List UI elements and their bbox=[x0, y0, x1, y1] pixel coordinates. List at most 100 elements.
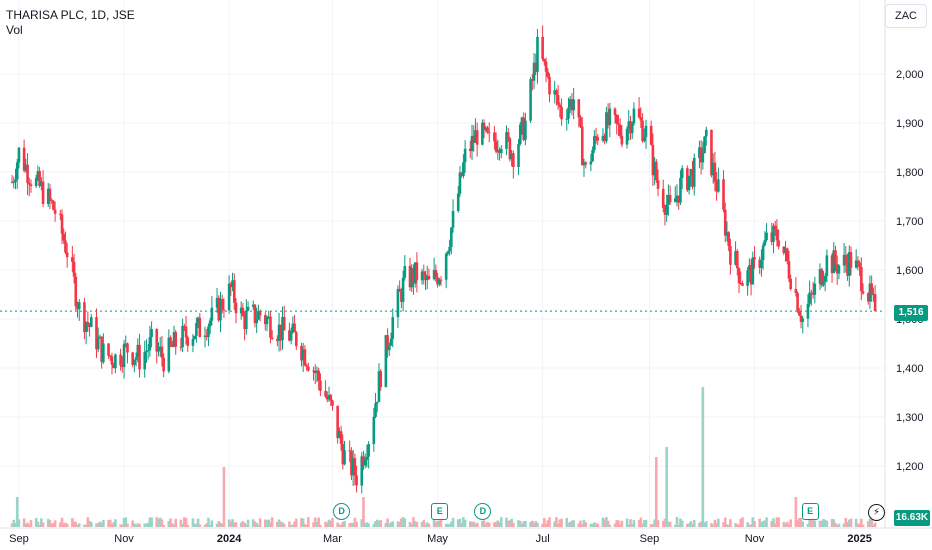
candle-body bbox=[424, 274, 427, 281]
candle-body bbox=[686, 168, 689, 191]
candle-body bbox=[760, 260, 763, 268]
y-tick-label: 1,600 bbox=[896, 265, 924, 277]
candle-body bbox=[675, 195, 679, 199]
candle-body bbox=[572, 99, 575, 111]
candle-body bbox=[219, 299, 222, 321]
x-tick-label: Mar bbox=[323, 533, 342, 545]
volume-bar bbox=[53, 520, 57, 527]
candle-body bbox=[601, 135, 605, 141]
candle-body bbox=[487, 132, 491, 134]
candle-body bbox=[649, 125, 653, 145]
earnings-marker[interactable]: E bbox=[801, 503, 819, 520]
volume-bar bbox=[41, 522, 45, 527]
candle-body bbox=[46, 188, 50, 204]
candle-body bbox=[777, 240, 780, 247]
candle-body bbox=[870, 283, 873, 295]
y-tick-label: 1,300 bbox=[896, 412, 924, 424]
volume-bar bbox=[301, 518, 305, 527]
x-tick-label: Nov bbox=[114, 533, 134, 545]
candle-body bbox=[835, 264, 839, 274]
volume-bar bbox=[355, 521, 358, 527]
dividend-marker[interactable]: D bbox=[333, 503, 351, 520]
volume-bar bbox=[772, 518, 775, 527]
candle-body bbox=[255, 319, 258, 324]
volume-bar bbox=[234, 522, 238, 527]
volume-bar bbox=[29, 520, 33, 527]
volume-bar bbox=[24, 524, 28, 527]
candle-body bbox=[160, 346, 164, 358]
candle-body bbox=[775, 229, 779, 241]
candle-body bbox=[313, 370, 317, 374]
volume-bar bbox=[499, 517, 503, 527]
candle-body bbox=[138, 344, 141, 370]
candle-body bbox=[446, 251, 450, 254]
volume-bar bbox=[27, 524, 31, 527]
volume-bar bbox=[558, 519, 562, 527]
candle-body bbox=[133, 359, 136, 365]
volume-bar bbox=[751, 517, 755, 527]
volume-bar bbox=[680, 520, 684, 527]
candle-body bbox=[270, 337, 274, 339]
volume-bar bbox=[775, 517, 779, 527]
candle-body bbox=[336, 405, 339, 439]
candle-body bbox=[632, 108, 636, 124]
volume-bar bbox=[543, 517, 546, 527]
volume-bar bbox=[336, 522, 339, 527]
candle-body bbox=[62, 233, 66, 241]
volume-bar bbox=[162, 524, 165, 527]
volume-bar bbox=[846, 522, 849, 527]
volume-bar bbox=[603, 519, 606, 527]
candle-body bbox=[401, 277, 405, 302]
candle-body bbox=[608, 108, 612, 126]
candle-body bbox=[422, 271, 426, 275]
chart-legend: THARISA PLC, 1D, JSE Vol bbox=[6, 8, 135, 38]
candle-body bbox=[534, 62, 538, 72]
volume-bar bbox=[753, 521, 756, 527]
volume-bar bbox=[288, 521, 291, 527]
volume-bar bbox=[145, 523, 148, 527]
candle-body bbox=[186, 337, 190, 346]
volume-bar bbox=[789, 519, 792, 527]
candle-body bbox=[568, 99, 572, 108]
candle-body bbox=[591, 149, 594, 162]
y-axis: 2,0001,9001,8001,7001,6001,5001,4001,300… bbox=[896, 69, 924, 473]
candle-body bbox=[114, 354, 117, 369]
symbol-title: THARISA PLC, 1D, JSE bbox=[6, 8, 135, 22]
dividend-marker[interactable]: D bbox=[474, 503, 492, 520]
candle-body bbox=[748, 265, 751, 271]
earnings-marker[interactable]: E bbox=[431, 503, 449, 520]
volume-bar bbox=[481, 520, 484, 527]
volume-bar bbox=[711, 524, 715, 527]
candle-body bbox=[677, 195, 681, 203]
x-tick-label: Sep bbox=[9, 533, 29, 545]
volume-bar bbox=[243, 522, 246, 527]
candle-body bbox=[107, 343, 110, 356]
candle-body bbox=[437, 279, 441, 285]
candle-body bbox=[251, 304, 255, 307]
volume-bar bbox=[458, 518, 462, 527]
volume-bar bbox=[842, 523, 846, 527]
candle-body bbox=[741, 283, 744, 286]
volume-bar bbox=[524, 520, 527, 527]
volume-bar bbox=[239, 522, 243, 527]
candle-body bbox=[410, 268, 414, 288]
candle-body bbox=[546, 71, 550, 77]
volume-bar bbox=[570, 520, 574, 527]
lightning-icon[interactable]: ⚡ bbox=[868, 504, 885, 521]
candle-body bbox=[363, 459, 367, 466]
volume-bar bbox=[72, 521, 76, 527]
volume-bar bbox=[143, 523, 147, 527]
volume-bar bbox=[687, 523, 691, 527]
candle-body bbox=[641, 120, 644, 142]
candle-body bbox=[227, 283, 231, 311]
candle-body bbox=[746, 270, 749, 286]
volume-bar bbox=[553, 521, 556, 527]
currency-button[interactable]: ZAC bbox=[885, 4, 927, 28]
candle-body bbox=[494, 141, 498, 152]
volume-bar bbox=[630, 524, 634, 527]
volume-bar bbox=[520, 524, 524, 527]
candle-body bbox=[734, 251, 737, 265]
volume-bar bbox=[122, 517, 126, 527]
volume-bar bbox=[472, 521, 476, 527]
